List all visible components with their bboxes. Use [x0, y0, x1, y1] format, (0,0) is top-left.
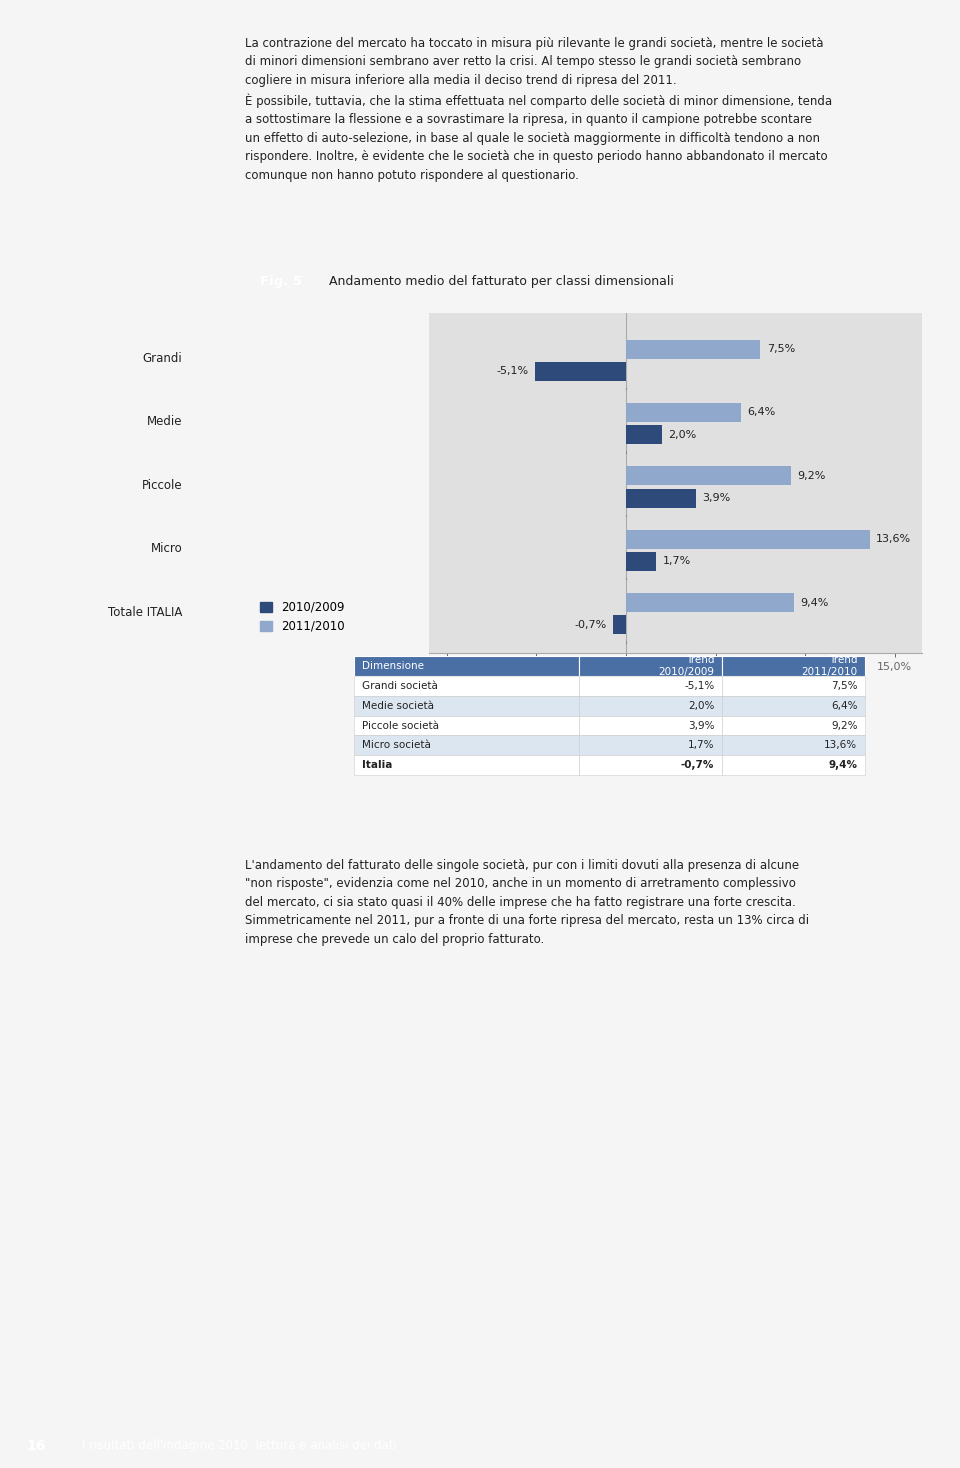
Text: 1,7%: 1,7%	[662, 556, 691, 567]
Text: 6,4%: 6,4%	[831, 700, 857, 711]
Text: 13,6%: 13,6%	[825, 740, 857, 750]
Bar	[613, 615, 626, 634]
Bar	[579, 696, 722, 716]
Text: I risultati dell'indagine 2010: lettura e analisi dei dati: I risultati dell'indagine 2010: lettura …	[82, 1440, 396, 1452]
Text: Italia: Italia	[362, 760, 392, 771]
Bar	[354, 696, 579, 716]
Bar	[626, 404, 740, 421]
Text: Grandi: Grandi	[143, 352, 182, 366]
Text: 6,4%: 6,4%	[747, 408, 775, 417]
Bar	[354, 756, 579, 775]
Bar	[626, 339, 760, 358]
Text: 2,0%: 2,0%	[668, 430, 696, 439]
Text: La contrazione del mercato ha toccato in misura più rilevante le grandi società,: La contrazione del mercato ha toccato in…	[245, 37, 832, 182]
Text: -5,1%: -5,1%	[684, 681, 714, 691]
Bar	[354, 735, 579, 756]
Text: L'andamento del fatturato delle singole società, pur con i limiti dovuti alla pr: L'andamento del fatturato delle singole …	[245, 859, 809, 945]
Bar	[722, 756, 865, 775]
Bar	[626, 593, 794, 612]
Bar	[535, 361, 626, 380]
Text: Totale ITALIA: Totale ITALIA	[108, 606, 182, 618]
Bar	[722, 696, 865, 716]
Bar	[579, 716, 722, 735]
Text: Micro società: Micro società	[362, 740, 430, 750]
Text: Medie: Medie	[147, 415, 182, 429]
Legend: 2010/2009, 2011/2010: 2010/2009, 2011/2010	[260, 600, 346, 633]
Text: 13,6%: 13,6%	[876, 534, 911, 545]
Bar	[579, 677, 722, 696]
Bar	[626, 552, 657, 571]
Bar	[579, 656, 722, 677]
Bar	[626, 467, 791, 486]
Text: Medie società: Medie società	[362, 700, 434, 711]
Bar	[579, 756, 722, 775]
Text: 7,5%: 7,5%	[767, 344, 795, 354]
Text: Piccole società: Piccole società	[362, 721, 439, 731]
Text: Fig. 5: Fig. 5	[260, 275, 301, 288]
Text: 1,7%: 1,7%	[687, 740, 714, 750]
Text: 7,5%: 7,5%	[831, 681, 857, 691]
Text: -5,1%: -5,1%	[496, 367, 528, 376]
Text: 3,9%: 3,9%	[702, 493, 731, 504]
Text: 9,4%: 9,4%	[828, 760, 857, 771]
Bar	[626, 426, 661, 445]
Bar	[722, 677, 865, 696]
Text: 3,9%: 3,9%	[687, 721, 714, 731]
Text: Micro: Micro	[151, 542, 182, 555]
Text: 16: 16	[27, 1439, 46, 1453]
Text: Piccole: Piccole	[142, 479, 182, 492]
Bar	[626, 530, 870, 549]
Text: Trend
2011/2010: Trend 2011/2010	[802, 655, 857, 677]
Text: 9,2%: 9,2%	[831, 721, 857, 731]
Text: 2,0%: 2,0%	[688, 700, 714, 711]
Bar	[579, 735, 722, 756]
Text: 9,2%: 9,2%	[797, 471, 826, 482]
Text: -0,7%: -0,7%	[681, 760, 714, 771]
Bar	[626, 489, 696, 508]
Bar	[354, 677, 579, 696]
Text: Grandi società: Grandi società	[362, 681, 438, 691]
Bar	[354, 656, 579, 677]
Text: 9,4%: 9,4%	[801, 597, 829, 608]
Bar	[722, 735, 865, 756]
Text: -0,7%: -0,7%	[575, 619, 607, 630]
Text: Dimensione: Dimensione	[362, 661, 423, 671]
Bar	[722, 656, 865, 677]
Bar	[722, 716, 865, 735]
Bar	[354, 716, 579, 735]
Text: Trend
2010/2009: Trend 2010/2009	[659, 655, 714, 677]
Text: Andamento medio del fatturato per classi dimensionali: Andamento medio del fatturato per classi…	[329, 275, 674, 288]
